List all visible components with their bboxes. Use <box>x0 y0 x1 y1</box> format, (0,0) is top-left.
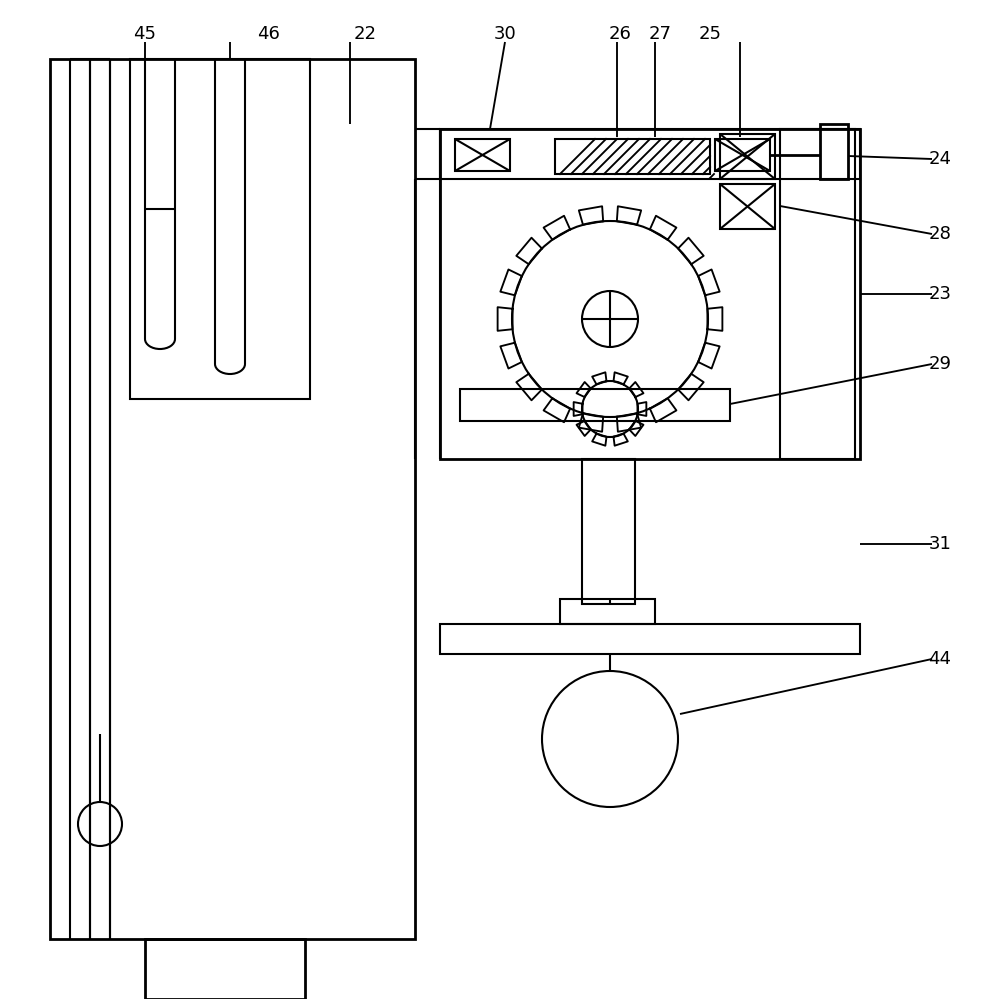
Bar <box>440 129 860 179</box>
Bar <box>780 129 855 459</box>
Text: 46: 46 <box>257 25 279 43</box>
Bar <box>720 184 775 229</box>
Bar <box>455 139 510 171</box>
Bar <box>460 389 730 421</box>
Bar <box>720 134 775 179</box>
Bar <box>820 124 848 179</box>
Text: 25: 25 <box>698 25 722 43</box>
Bar <box>145 939 305 999</box>
Text: 26: 26 <box>609 25 631 43</box>
Text: 27: 27 <box>648 25 672 43</box>
Text: 29: 29 <box>928 355 952 373</box>
Text: 28: 28 <box>929 225 951 243</box>
Bar <box>555 139 710 174</box>
Text: 45: 45 <box>134 25 156 43</box>
Text: 24: 24 <box>928 150 952 168</box>
Bar <box>715 139 770 171</box>
Text: 31: 31 <box>929 535 951 553</box>
Text: 30: 30 <box>494 25 516 43</box>
Bar <box>440 624 860 654</box>
Bar <box>130 59 310 399</box>
Bar <box>560 599 655 624</box>
Text: 23: 23 <box>928 285 952 303</box>
Bar <box>50 59 415 939</box>
Text: 22: 22 <box>354 25 376 43</box>
Bar <box>440 129 860 459</box>
Bar <box>582 459 635 604</box>
Text: 44: 44 <box>928 650 952 668</box>
